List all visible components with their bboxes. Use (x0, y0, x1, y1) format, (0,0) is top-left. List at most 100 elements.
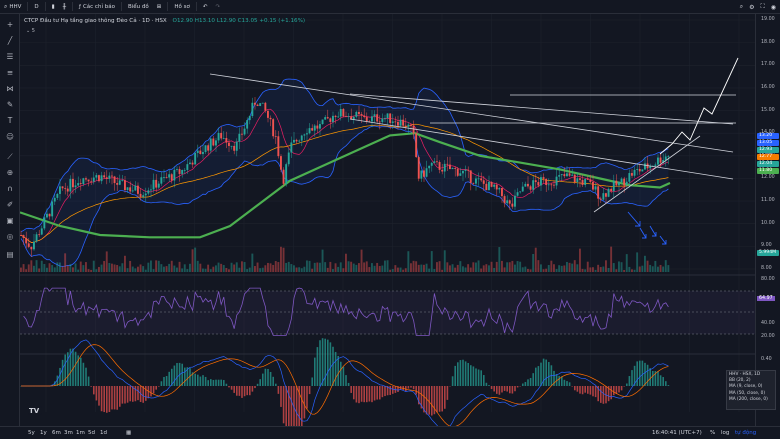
volume-bar (527, 268, 529, 272)
macd-histogram-bar (220, 379, 222, 386)
macd-histogram-bar (618, 386, 620, 393)
candle-body (399, 119, 402, 126)
symbol-search[interactable]: ⌕ HHV (0, 0, 25, 14)
emoji-icon[interactable]: ☺ (6, 132, 14, 141)
volume-bar (412, 260, 415, 272)
volume-bar (274, 261, 277, 272)
candle-body (381, 118, 384, 123)
candle-body (287, 152, 290, 165)
lock-drawings-icon[interactable]: ✐ (6, 200, 14, 209)
volume-bar (542, 269, 545, 272)
macd-histogram-bar (503, 386, 506, 391)
templates-button[interactable]: Hồ sơ (174, 3, 190, 10)
pattern-icon[interactable]: ⋈ (6, 84, 14, 93)
auto-toggle[interactable]: tự động (735, 430, 757, 436)
candle-body (485, 183, 488, 191)
candle-body (433, 161, 436, 163)
candle-body (347, 116, 350, 118)
horizontal-lines-icon[interactable]: ☰ (6, 52, 14, 61)
range-button[interactable]: 6m (52, 430, 61, 436)
range-button[interactable]: 5d (88, 430, 95, 436)
brush-icon[interactable]: ✎ (6, 100, 14, 109)
range-button[interactable]: 1y (40, 430, 47, 436)
chart-canvas[interactable]: TV 2023Tháng 3Tháng NămTháng 7Tháng 9Thá… (19, 14, 755, 439)
macd-histogram-bar (420, 386, 423, 409)
log-toggle[interactable]: log (721, 430, 730, 436)
candle-body (449, 164, 451, 170)
volume-bar (659, 264, 662, 272)
trash-icon[interactable]: ▤ (6, 250, 14, 259)
volume-bar (454, 267, 457, 272)
candles-icon[interactable]: ╫ (62, 3, 67, 10)
bar-style-icon[interactable]: ▮ (51, 3, 55, 10)
range-button[interactable]: 3m (64, 430, 73, 436)
search-icon[interactable]: ⌕ (739, 3, 744, 10)
calendar-icon[interactable]: ▦ (126, 430, 132, 436)
macd-histogram-bar (600, 386, 602, 403)
candlestick-series (20, 97, 670, 257)
lock-icon[interactable]: ▣ (6, 216, 14, 225)
macd-histogram-bar (329, 342, 332, 386)
macd-histogram-bar (155, 386, 157, 390)
volume-bar (334, 263, 337, 272)
fib-icon[interactable]: ≡ (6, 68, 14, 77)
volume-bar (189, 263, 191, 272)
interval-button[interactable]: D (34, 3, 39, 10)
macd-histogram-bar (168, 371, 170, 386)
volume-bar (493, 267, 496, 272)
candle-body (20, 235, 22, 236)
candle-body (256, 104, 259, 106)
divider (195, 2, 197, 11)
candle-body (280, 156, 282, 170)
ruler-icon[interactable]: ⟋ (7, 152, 13, 161)
candle-body (142, 195, 145, 197)
macd-histogram-bar (366, 386, 368, 403)
settings-icon[interactable]: ⚙ (749, 3, 755, 11)
projection-path (659, 57, 739, 155)
range-button[interactable]: 1d (100, 430, 107, 436)
macd-histogram-bar (662, 377, 664, 386)
volume-bar (209, 269, 212, 272)
candle-body (644, 163, 646, 170)
volume-bar (303, 266, 306, 272)
magnet-icon[interactable]: ∩ (7, 184, 13, 193)
range-button[interactable]: 1m (76, 430, 85, 436)
eye-icon[interactable]: ◎ (6, 232, 14, 241)
candle-body (254, 102, 256, 105)
candle-body (384, 118, 386, 119)
volume-bar (178, 261, 181, 272)
volume-bar (464, 267, 467, 272)
volume-bar (599, 267, 602, 272)
candle-body (563, 174, 566, 177)
text-icon[interactable]: T (7, 116, 13, 125)
chart-type-button[interactable]: Biểu đồ (127, 3, 149, 10)
macd-histogram-bar (371, 386, 373, 403)
crosshair-icon[interactable]: + (6, 20, 14, 29)
grid-icon[interactable]: ⊞ (156, 3, 162, 10)
volume-bar (534, 247, 537, 272)
clock-label[interactable]: 16:40:41 (UTC+7) (652, 430, 702, 436)
zoom-icon[interactable]: ⊕ (6, 168, 14, 177)
price-axis[interactable]: 19.0018.0017.0016.0015.0014.0013.0012.00… (755, 14, 780, 426)
volume-bar (295, 267, 298, 272)
indicators-button[interactable]: ƒ Các chỉ báo (75, 0, 119, 14)
volume-bar (30, 260, 33, 272)
fullscreen-icon[interactable]: ⛶ (760, 3, 765, 10)
volume-bar (261, 267, 264, 272)
price-axis-label: 11.00 (761, 198, 775, 204)
candle-body (378, 121, 381, 123)
redo-icon[interactable]: ↷ (215, 3, 221, 10)
macd-histogram-bar (488, 385, 490, 386)
trendline-icon[interactable]: ╱ (7, 36, 13, 45)
undo-icon[interactable]: ↶ (202, 3, 208, 10)
macd-histogram-bar (444, 386, 446, 409)
camera-icon[interactable]: ◉ (770, 3, 776, 11)
macd-histogram-bar (561, 376, 563, 386)
legend-sub[interactable]: ⌄ 5 (26, 28, 35, 34)
range-button[interactable]: 5y (28, 430, 35, 436)
legend-ohlc: O12.90 H13.10 L12.90 C13.05 +0.15 (+1.16… (172, 18, 306, 24)
price-axis-label: 18.00 (761, 39, 775, 45)
volume-bar (638, 266, 641, 272)
percent-toggle[interactable]: % (710, 430, 716, 436)
volume-bar (459, 261, 462, 272)
